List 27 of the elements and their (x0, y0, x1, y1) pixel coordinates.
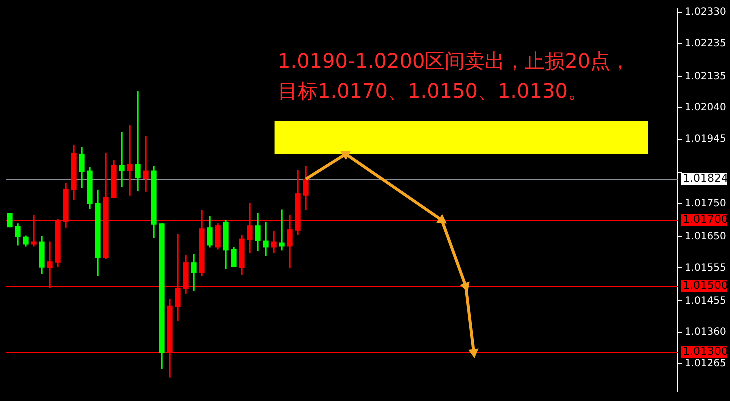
ref-line-label: 1.01824 (683, 172, 728, 186)
candlestick (135, 92, 141, 192)
candlestick (119, 132, 125, 188)
y-tick-label: 1.02330 (685, 6, 726, 18)
candlestick (279, 210, 285, 251)
annotation: 1.0190-1.0200区间卖出，止损20点， (278, 48, 631, 74)
ref-line-label: 1.01700 (683, 213, 728, 226)
candlestick (143, 136, 149, 192)
point (460, 282, 470, 292)
annotation: 目标1.0170、1.0150、1.0130。 (278, 78, 588, 104)
candlestick (271, 231, 277, 254)
y-tick-label: 1.02135 (685, 71, 726, 82)
point (340, 151, 352, 160)
y-tick-label: 1.01555 (685, 262, 726, 274)
y-tick-label: 1.01750 (685, 198, 726, 210)
candlestick (127, 126, 133, 196)
y-tick-label: 1.01455 (685, 296, 726, 307)
point (468, 348, 479, 358)
y-tick-label: 1.02040 (685, 102, 726, 114)
y-tick-label: 1.02235 (685, 38, 726, 50)
candlestick (263, 222, 269, 256)
y-tick-label: 1.01650 (685, 231, 726, 242)
ref-line-label: 1.01300 (683, 345, 728, 358)
y-tick-label: 1.01360 (685, 327, 726, 338)
y-tick-label: 1.01265 (685, 358, 726, 370)
ref-line-label: 1.01500 (683, 279, 728, 292)
y-tick-label: 1.01945 (685, 134, 726, 146)
